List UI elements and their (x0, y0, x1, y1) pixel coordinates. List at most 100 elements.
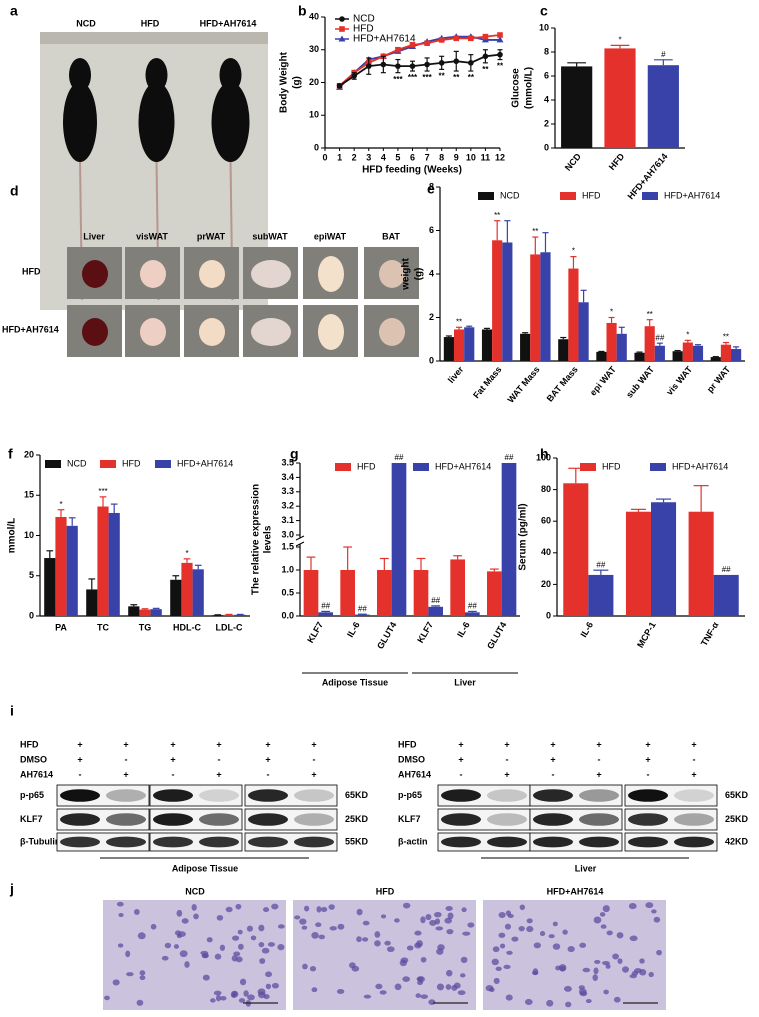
y-tick-label: 100 (536, 452, 551, 462)
nucleus (552, 921, 558, 927)
nucleus (518, 926, 525, 932)
blot-band (153, 789, 193, 802)
blot-band (533, 836, 573, 848)
y-tick-label: 3.4 (281, 472, 294, 482)
nucleus (137, 932, 146, 940)
nucleus (116, 901, 124, 907)
treatment-sign: + (550, 754, 555, 764)
organ (379, 318, 405, 346)
mouse-body (138, 82, 175, 162)
nucleus (402, 976, 411, 982)
nucleus (429, 919, 437, 926)
panel-letter: b (298, 3, 307, 19)
band-label: p-p65 (398, 790, 422, 800)
y-tick-label: 1.0 (281, 564, 294, 574)
bar (672, 351, 683, 361)
nucleus (447, 912, 454, 920)
bar (234, 614, 246, 616)
treatment-sign: + (123, 769, 128, 779)
y-tick-label: 3.5 (281, 457, 294, 467)
legend-swatch (642, 192, 658, 200)
bar (450, 559, 465, 616)
nucleus (555, 965, 561, 971)
nucleus (548, 934, 555, 939)
bar (318, 612, 333, 616)
band-size: 25KD (725, 814, 749, 824)
nucleus (265, 971, 273, 978)
blot-band (153, 813, 193, 826)
blot-band (248, 813, 288, 826)
nucleus (539, 931, 546, 937)
nucleus (445, 906, 453, 912)
bar (66, 525, 78, 616)
legend-label: HFD (357, 461, 376, 471)
panel-letter: a (10, 3, 18, 19)
y-axis-label: (g) (414, 268, 425, 281)
nucleus (578, 988, 587, 996)
significance: ## (358, 604, 367, 613)
significance: * (686, 330, 689, 339)
organ (140, 260, 166, 288)
x-tick-label: HDL-C (173, 622, 201, 632)
x-tick-label: IL-6 (345, 620, 362, 639)
x-tick-label: pr WAT (705, 364, 733, 394)
nucleus (603, 989, 609, 995)
significance: *** (408, 73, 418, 82)
nucleus (303, 905, 310, 912)
nucleus (616, 932, 624, 939)
y-tick-label: 1.5 (281, 541, 294, 551)
nucleus (593, 967, 599, 975)
blot-band (441, 789, 481, 802)
mouse-head (69, 58, 91, 92)
photo-ruler (120, 32, 193, 44)
group-label: Adipose Tissue (322, 677, 388, 687)
significance: ## (655, 333, 664, 342)
significance: ## (596, 560, 605, 569)
nucleus (181, 918, 189, 924)
legend-label: HFD (582, 190, 601, 200)
nucleus (243, 990, 249, 997)
y-tick-label: 40 (541, 547, 551, 557)
bar (170, 579, 182, 616)
nucleus (499, 943, 506, 949)
y-tick-label: 30 (309, 44, 319, 54)
significance: * (59, 500, 62, 509)
nucleus (210, 998, 216, 1003)
nucleus (302, 963, 308, 970)
significance: * (185, 549, 188, 558)
y-tick-label: 20 (24, 449, 34, 459)
mouse-body (211, 82, 250, 162)
y-axis-label: Glucose (511, 68, 522, 108)
treatment-sign: - (218, 754, 221, 764)
marker (409, 42, 416, 48)
photo-ruler (193, 32, 268, 44)
nucleus (436, 983, 445, 991)
nucleus (202, 974, 210, 981)
nucleus (416, 976, 424, 981)
nucleus (179, 950, 188, 958)
bar (501, 463, 517, 616)
nucleus (173, 944, 180, 949)
x-tick-label: liver (446, 364, 466, 385)
blot-band (153, 836, 193, 848)
legend-label: NCD (500, 190, 520, 200)
marker (395, 46, 401, 53)
blot-band (674, 789, 714, 802)
blot-band (294, 836, 334, 848)
significance: * (618, 36, 621, 45)
nucleus (600, 924, 607, 929)
nucleus (565, 1001, 572, 1008)
y-axis-label: Serum (pg/ml) (518, 503, 529, 570)
bar (578, 302, 589, 361)
nucleus (433, 911, 442, 918)
nucleus (524, 998, 533, 1006)
nucleus (402, 902, 411, 909)
nucleus (599, 912, 606, 917)
nucleus (375, 983, 383, 990)
nucleus (605, 963, 611, 969)
nucleus (263, 907, 270, 913)
nucleus (193, 913, 199, 920)
treatment-sign: + (265, 739, 270, 749)
nucleus (428, 999, 436, 1006)
